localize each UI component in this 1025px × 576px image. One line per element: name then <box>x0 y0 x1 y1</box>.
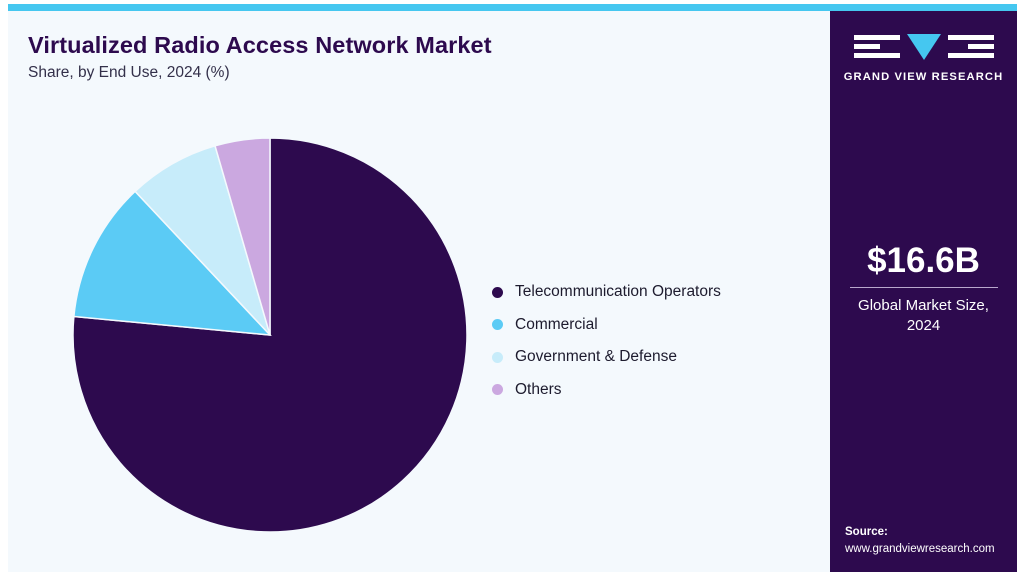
legend-item: Government & Defense <box>492 341 812 374</box>
legend-item-label: Others <box>515 380 562 398</box>
legend-item: Telecommunication Operators <box>492 276 812 309</box>
chart-card: Virtualized Radio Access Network Market … <box>8 4 1017 572</box>
pie-chart-svg <box>73 138 467 532</box>
pie-chart <box>73 138 467 532</box>
legend-item: Others <box>492 374 812 407</box>
source-url: www.grandviewresearch.com <box>845 542 995 555</box>
sidebar-panel: GRAND VIEW RESEARCH $16.6B Global Market… <box>830 11 1017 572</box>
divider <box>849 286 998 288</box>
stat-caption: Global Market Size, 2024 <box>858 296 989 334</box>
logo-bars-icon <box>947 34 994 60</box>
pie-slice <box>73 190 272 336</box>
legend-item-label: Commercial <box>515 315 598 333</box>
logo-bars-icon <box>853 34 900 60</box>
legend-item-label: Telecommunication Operators <box>515 283 721 301</box>
logo-triangle-icon <box>906 34 941 60</box>
source-label: Source: <box>845 525 888 538</box>
top-accent-bar <box>8 4 1017 11</box>
legend-color-swatch-icon <box>492 384 503 396</box>
pie-slice <box>214 138 271 336</box>
logo-marks <box>830 32 1017 62</box>
legend-item-label: Government & Defense <box>515 348 677 366</box>
chart-panel: Virtualized Radio Access Network Market … <box>8 11 830 572</box>
stat-value: $16.6B <box>867 241 980 280</box>
page-title: Virtualized Radio Access Network Market <box>28 32 492 58</box>
legend-color-swatch-icon <box>492 351 503 363</box>
source-block: Source: www.grandviewresearch.com <box>845 524 1011 559</box>
chart-legend: Telecommunication Operators Commercial G… <box>492 276 812 406</box>
brand-logo: GRAND VIEW RESEARCH <box>830 32 1017 83</box>
market-size-stat: $16.6B Global Market Size, 2024 <box>830 241 1017 335</box>
pie-slices <box>73 138 467 532</box>
brand-name: GRAND VIEW RESEARCH <box>843 71 1004 83</box>
page-subtitle: Share, by End Use, 2024 (%) <box>28 64 230 81</box>
legend-color-swatch-icon <box>492 319 503 331</box>
legend-item: Commercial <box>492 309 812 342</box>
legend-color-swatch-icon <box>492 286 503 298</box>
